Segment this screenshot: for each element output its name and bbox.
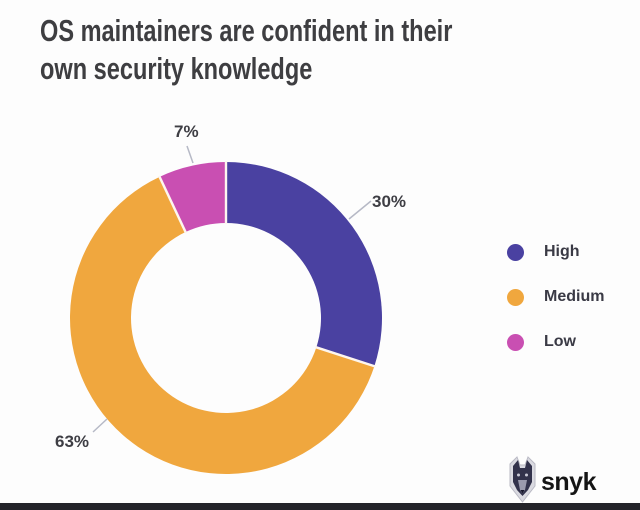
snyk-logo: snyk [507, 455, 617, 505]
footer-bar [0, 503, 640, 510]
legend-label-high: High [544, 243, 580, 260]
slice-separator [158, 175, 188, 234]
legend-item-medium: Medium [507, 288, 604, 306]
slice-label-low: 7% [174, 122, 199, 141]
chart-title-line2: own security knowledge [40, 51, 313, 86]
donut-slice-medium [70, 176, 375, 474]
legend-dot-medium [507, 288, 524, 306]
slice-separator [315, 345, 376, 368]
donut-slice-low [159, 162, 226, 233]
legend-label-low: Low [544, 333, 576, 350]
legend-dot-low [507, 333, 524, 351]
label-leader-line-medium [92, 418, 108, 433]
chart-title: OS maintainers are confident in their own… [40, 12, 452, 88]
chart-title-line1: OS maintainers are confident in their [40, 13, 453, 48]
legend-label-medium: Medium [544, 288, 605, 305]
legend-item-high: High [507, 243, 604, 261]
legend-item-low: Low [507, 333, 604, 351]
donut-slice-high [226, 162, 382, 367]
label-leader-line-low [186, 145, 194, 164]
snyk-logo-text: snyk [541, 468, 596, 496]
slice-label-medium: 63% [55, 432, 90, 451]
slice-label-high: 30% [372, 192, 407, 211]
legend: High Medium Low [507, 243, 604, 378]
legend-dot-high [507, 243, 524, 261]
snyk-dog-icon [509, 456, 536, 503]
label-leader-line-high [348, 200, 372, 220]
